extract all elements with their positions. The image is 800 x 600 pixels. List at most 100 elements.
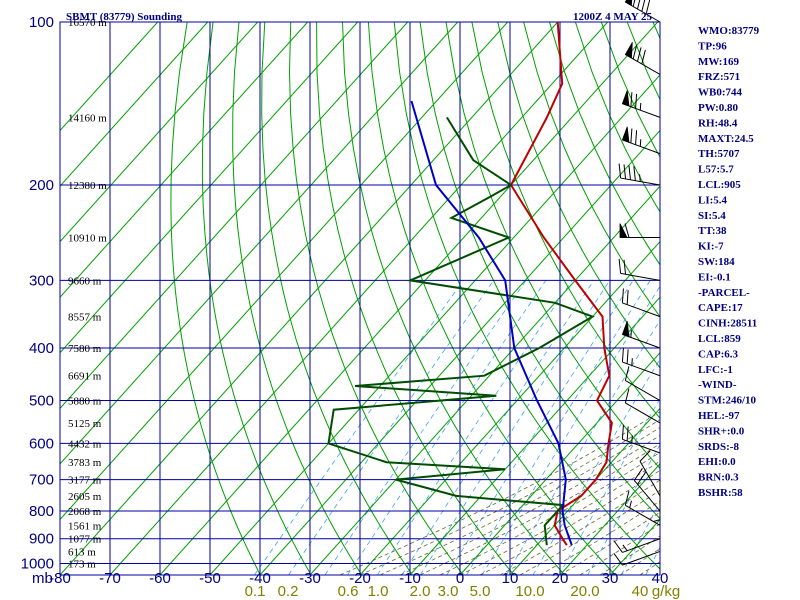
mixing-ratio-tick-label: 3.0 [438, 583, 459, 600]
wind-barb-flag [621, 288, 624, 303]
height-label: 2068 m [68, 506, 102, 518]
temperature-tick-label: -20 [349, 570, 371, 587]
wind-barb-half-flag [639, 102, 642, 111]
temperature-tick-label: 0 [456, 570, 464, 587]
wind-barb-flag [639, 450, 651, 462]
index-line: STM:246/10 [698, 395, 757, 407]
wind-barb-flag [623, 164, 627, 179]
wind-barb-flag [613, 553, 623, 566]
wind-barb-flag [626, 290, 629, 305]
temperature-tick-label: -70 [99, 570, 121, 587]
wind-barb-half-flag [652, 519, 661, 523]
wind-barb-staff [622, 438, 661, 454]
wind-barb-flag [632, 0, 636, 7]
index-line: CINH:28511 [698, 318, 757, 330]
wind-barb [618, 258, 661, 281]
wind-barb-flag [624, 366, 630, 381]
height-label: 7580 m [68, 343, 102, 355]
wind-barb-flag [635, 130, 638, 145]
wind-barb-flag [618, 163, 622, 179]
isotherm-line [60, 22, 159, 132]
mixing-ratio-line [401, 280, 595, 575]
pressure-tick-label: 1000 [21, 556, 54, 573]
mixing-ratio-line [532, 358, 660, 575]
index-line: SI:5.4 [698, 210, 726, 222]
index-line: BRN:0.3 [698, 472, 739, 484]
wind-barb [624, 388, 661, 424]
wind-barb-staff [625, 504, 661, 526]
wind-barb-staff [622, 538, 661, 553]
index-line: TH:5707 [698, 148, 740, 160]
wind-barb [652, 479, 661, 523]
dry-adiabat-line [288, 22, 464, 575]
mixing-ratio-line [466, 280, 651, 575]
moist-adiabat-line [359, 419, 660, 575]
wind-barb-flag [624, 223, 630, 238]
wind-barb-staff [622, 361, 661, 377]
isotherm-line [309, 185, 660, 575]
wind-barb [618, 163, 661, 186]
wind-barb-flag [636, 47, 642, 62]
wind-barb [621, 90, 661, 118]
wind-barb [613, 538, 661, 553]
mixing-ratio-tick-label: 0.1 [245, 583, 266, 600]
temperature-tick-label: -80 [49, 570, 71, 587]
height-label: 5125 m [68, 418, 102, 430]
wind-barb-flag [635, 93, 638, 109]
pressure-tick-label: 700 [29, 472, 54, 489]
wind-barb-flag [624, 491, 630, 506]
wind-barb [624, 0, 661, 23]
height-label: 2605 m [68, 491, 102, 503]
wind-barb-pennant [621, 126, 630, 143]
isotherm-line [209, 74, 660, 575]
index-line: KI:-7 [698, 241, 724, 253]
isotherm-line [60, 22, 309, 298]
wind-barb-flag [613, 540, 623, 553]
stability-indices: WMO:83779 TP:96 MW:169 FRZ:571 WB0:744 PW:0.8… [698, 25, 760, 499]
index-line: EI:-0.1 [698, 271, 731, 283]
isotherm-line [109, 22, 609, 575]
index-line: LI:5.4 [698, 194, 728, 206]
dry-adiabat-line [471, 22, 660, 419]
pressure-unit-label: mb [32, 570, 53, 587]
wind-barb-staff [620, 272, 661, 281]
mixing-ratio-line [254, 280, 464, 575]
wind-barb-flag [637, 471, 647, 485]
temperature-tick-label: -50 [199, 570, 221, 587]
index-line: -WIND- [698, 379, 737, 391]
index-line: CAPE:17 [698, 302, 743, 314]
height-label: 613 m [68, 546, 96, 558]
height-label: 8557 m [68, 312, 102, 324]
isotherm-line [559, 463, 660, 575]
wind-barb [621, 126, 661, 155]
isotherm-line [459, 352, 660, 575]
isotherm-line [60, 22, 259, 243]
wind-barb [621, 424, 661, 454]
dewpoint-profile [327, 116, 595, 546]
wind-barb-flag [641, 0, 646, 12]
wind-barb [633, 468, 661, 512]
mixing-ratio-unit-label: g/kg [652, 583, 680, 600]
wind-barb-half-flag [622, 544, 628, 552]
wind-barb-half-flag [639, 174, 641, 182]
temperature-tick-label: 20 [552, 570, 569, 587]
isotherm-line [359, 240, 660, 575]
wind-barb-flag [621, 347, 624, 363]
wind-barb-flag [628, 165, 631, 180]
index-line: SHR+:0.0 [698, 425, 745, 437]
dry-adiabat-line [170, 22, 261, 575]
wind-barb-flag [633, 468, 643, 481]
index-line: EHI:0.0 [698, 456, 736, 468]
dry-adiabat-line [261, 22, 413, 575]
pressure-tick-label: 100 [29, 14, 54, 31]
mixing-ratio-tick-label: 2.0 [410, 583, 431, 600]
height-label: 10910 m [68, 232, 107, 244]
wind-barb-flag [621, 424, 624, 440]
wind-barb-staff [620, 177, 661, 186]
mixing-ratio-tick-label: 20.0 [570, 583, 599, 600]
wind-barb-pennant [621, 321, 630, 338]
wind-barb [613, 550, 661, 566]
parcel-profile [410, 100, 573, 546]
